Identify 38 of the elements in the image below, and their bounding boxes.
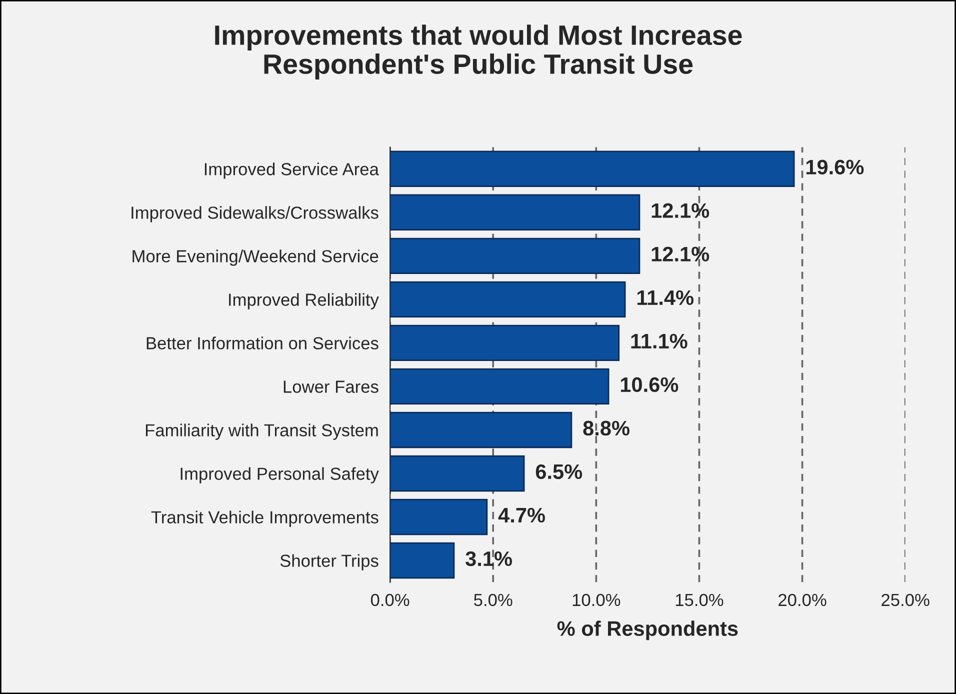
x-tick-label: 10.0% bbox=[572, 594, 620, 606]
y-tick-label: Improved Sidewalks/Crosswalks bbox=[132, 206, 378, 222]
chart-title: Improvements that would Most Increase Respondent's Public Transit Use bbox=[215, 24, 742, 80]
x-axis-title: % of Respondents bbox=[557, 620, 738, 640]
bar bbox=[390, 498, 488, 536]
data-label: 8.8% bbox=[583, 420, 630, 436]
data-label: 3.1% bbox=[466, 551, 512, 566]
data-label: 11.1% bbox=[631, 334, 688, 348]
y-tick-label: Improved Personal Safety bbox=[180, 467, 379, 484]
x-tick-label: 20.0% bbox=[778, 594, 826, 606]
data-label: 11.4% bbox=[637, 290, 694, 305]
data-label: 6.5% bbox=[536, 464, 582, 480]
bar bbox=[390, 238, 640, 274]
bar bbox=[390, 542, 455, 579]
y-tick-label: Transit Vehicle Improvements bbox=[151, 510, 378, 527]
y-tick-label: Improved Service Area bbox=[204, 162, 379, 179]
x-tick-label: 15.0% bbox=[676, 594, 724, 606]
bar bbox=[390, 150, 795, 187]
bar bbox=[390, 412, 572, 448]
data-label: 12.1% bbox=[652, 246, 710, 262]
data-label: 4.7% bbox=[498, 508, 545, 523]
x-tick-label: 0.0% bbox=[370, 594, 410, 606]
bar bbox=[390, 324, 620, 362]
data-label: 10.6% bbox=[620, 377, 678, 392]
y-tick-label: Better Information on Services bbox=[146, 336, 378, 350]
data-label: 12.1% bbox=[652, 203, 710, 218]
y-tick-label: Lower Fares bbox=[284, 380, 378, 393]
y-tick-label: More Evening/Weekend Service bbox=[132, 250, 378, 266]
data-label: 19.6% bbox=[806, 160, 864, 174]
bar bbox=[390, 368, 610, 405]
bar bbox=[390, 455, 525, 492]
x-tick-label: 25.0% bbox=[882, 594, 930, 606]
bar bbox=[390, 194, 640, 230]
bar bbox=[390, 281, 626, 318]
y-tick-label: Familiarity with Transit System bbox=[146, 424, 378, 440]
x-tick-label: 5.0% bbox=[474, 594, 512, 606]
y-tick-label: Improved Reliability bbox=[229, 293, 379, 310]
y-tick-label: Shorter Trips bbox=[280, 554, 378, 570]
